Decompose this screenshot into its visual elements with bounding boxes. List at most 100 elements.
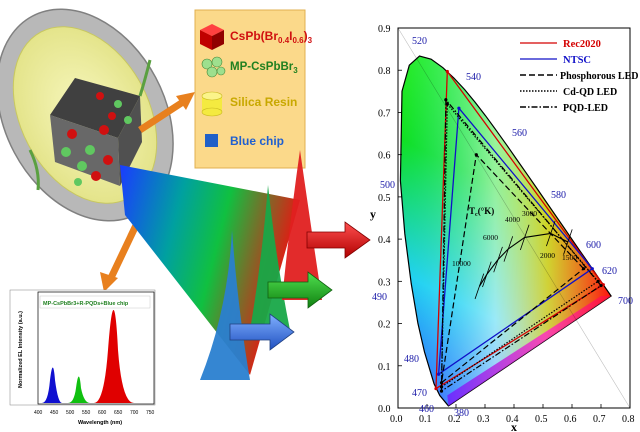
svg-text:620: 620 xyxy=(602,266,617,277)
y-tick-label: 0.0 xyxy=(378,404,391,415)
spectrum-inset-title: MP-CsPbBr3+R-PQDs+Blue chip xyxy=(43,301,129,307)
svg-text:4000: 4000 xyxy=(505,215,520,224)
cie-legend: Rec2020 NTSC Phosphorous LED Cd-QD LED P… xyxy=(520,39,638,114)
planckian-locus-label: Tc(°K) xyxy=(469,206,494,218)
isotemperature-line xyxy=(493,246,503,273)
blue-square-icon xyxy=(205,134,218,147)
y-tick-label: 0.1 xyxy=(378,362,391,373)
output-arrows xyxy=(229,221,371,351)
svg-text:10000: 10000 xyxy=(452,259,471,268)
spectrum-xlabel: Wavelength (nm) xyxy=(78,420,122,426)
svg-text:480: 480 xyxy=(404,354,419,365)
svg-text:560: 560 xyxy=(512,128,527,139)
gamut-triangle-1 xyxy=(435,69,605,390)
svg-text:550: 550 xyxy=(82,410,91,416)
x-tick-label: 0.8 xyxy=(622,414,635,425)
spectral-locus-shading xyxy=(400,56,612,406)
gamut-vertex-point xyxy=(590,267,594,271)
legend-rec2020: Rec2020 xyxy=(563,39,601,50)
spectral-locus-outline xyxy=(399,55,612,407)
y-tick-label: 0.6 xyxy=(378,151,391,162)
green-sphere-cluster-icon xyxy=(201,56,226,78)
gamut-triangle-3 xyxy=(440,153,585,385)
legend-item-mp-cspbbr3: MP-CsPbBr3 xyxy=(230,61,298,75)
svg-text:2000: 2000 xyxy=(540,251,555,260)
svg-text:380: 380 xyxy=(454,408,469,419)
cie-x-axis-label: x xyxy=(511,420,517,432)
x-tick-label: 0.3 xyxy=(477,414,490,425)
svg-text:500: 500 xyxy=(380,180,395,191)
svg-text:700: 700 xyxy=(618,296,633,307)
legend-phosphorous-led: Phosphorous LED xyxy=(560,71,638,82)
legend-item-blue-chip: Blue chip xyxy=(230,134,284,148)
purple-line-band xyxy=(447,295,612,406)
y-tick-label: 0.3 xyxy=(378,277,391,288)
gamut-vertex-point xyxy=(439,389,444,393)
svg-text:500: 500 xyxy=(66,410,75,416)
legend-pqd-led: PQD-LED xyxy=(563,103,608,114)
x-tick-label: 0.0 xyxy=(390,414,403,425)
gamut-vertex-point xyxy=(437,372,441,376)
y-tick-label: 0.9 xyxy=(378,24,391,35)
y-tick-label: 0.5 xyxy=(378,193,391,204)
isotemperature-line xyxy=(482,261,492,288)
svg-text:490: 490 xyxy=(372,292,387,303)
legend-ntsc: NTSC xyxy=(563,55,591,66)
svg-text:1500: 1500 xyxy=(562,253,577,262)
material-legend-box: CsPb(Br0.4I0.6)3 MP-CsPbBr3 Silica Resin… xyxy=(194,9,313,169)
isotemperature-line xyxy=(563,229,573,255)
svg-text:400: 400 xyxy=(34,410,43,416)
y-tick-label: 0.4 xyxy=(378,235,391,246)
gamut-vertex-point xyxy=(434,386,438,391)
gamut-vertex-point xyxy=(445,69,449,74)
legend-item-perovskite-red: CsPb(Br0.4I0.6)3 xyxy=(230,29,313,45)
gamut-triangle-4 xyxy=(440,102,599,389)
gamut-vertex-point xyxy=(457,106,461,110)
isotemperature-line xyxy=(519,224,530,251)
yellow-cylinder-icon xyxy=(201,91,223,117)
x-tick-label: 0.2 xyxy=(448,414,461,425)
y-tick-label: 0.2 xyxy=(378,320,391,331)
svg-text:600: 600 xyxy=(98,410,107,416)
y-tick-label: 0.7 xyxy=(378,108,391,119)
gamut-vertex-point xyxy=(444,98,448,102)
svg-text:520: 520 xyxy=(412,36,427,47)
x-tick-label: 0.5 xyxy=(535,414,548,425)
cie-diagram: y x 0.0 0.1 0.2 0.3 0.4 0.5 0.6 0.7 0.8 0.0 0.1 0.2… xyxy=(370,24,638,432)
gamut-triangle-5 xyxy=(440,98,602,393)
x-tick-label: 0.4 xyxy=(506,414,519,425)
svg-text:460: 460 xyxy=(419,404,434,415)
legend-cd-qd-led: Cd-QD LED xyxy=(563,87,617,98)
cie-y-axis-label: y xyxy=(370,207,376,221)
gamut-vertex-point xyxy=(599,283,603,288)
svg-text:540: 540 xyxy=(466,72,481,83)
svg-text:600: 600 xyxy=(586,240,601,251)
red-cube-icon xyxy=(200,24,224,50)
legend-item-silica-resin: Silica Resin xyxy=(230,95,297,109)
gamut-vertex-point xyxy=(582,267,586,271)
planckian-temperatures: 10000 6000 4000 3000 2000 1500 xyxy=(452,209,577,268)
svg-text:3000: 3000 xyxy=(522,209,537,218)
x-tick-label: 0.7 xyxy=(593,414,606,425)
gamut-triangle-2 xyxy=(437,106,594,376)
svg-text:750: 750 xyxy=(146,410,155,416)
el-spectrum-inset: MP-CsPbBr3+R-PQDs+Blue chip Normalized E… xyxy=(9,289,156,426)
svg-text:6000: 6000 xyxy=(483,233,498,242)
svg-text:580: 580 xyxy=(551,190,566,201)
gamut-vertex-point xyxy=(474,153,478,157)
isotemperature-line xyxy=(503,236,514,262)
svg-text:450: 450 xyxy=(50,410,59,416)
svg-text:700: 700 xyxy=(130,410,139,416)
quantum-dot-particles xyxy=(61,92,132,186)
svg-text:650: 650 xyxy=(114,410,123,416)
x-tick-label: 0.6 xyxy=(564,414,577,425)
x-tick-label: 0.1 xyxy=(419,414,432,425)
svg-text:470: 470 xyxy=(412,388,427,399)
isotemperature-line xyxy=(474,273,485,300)
cie-tick-labels: 0.0 0.1 0.2 0.3 0.4 0.5 0.6 0.7 0.8 0.0 0.1 0.2 0.3 0… xyxy=(378,24,635,425)
led-package-illustration xyxy=(0,8,174,222)
spectrum-xticks: 400 450 500 550 600 650 700 750 xyxy=(34,410,155,416)
wavelength-labels: 520 540 560 580 600 620 700 500 490 480 … xyxy=(372,36,633,419)
y-tick-label: 0.8 xyxy=(378,66,391,77)
